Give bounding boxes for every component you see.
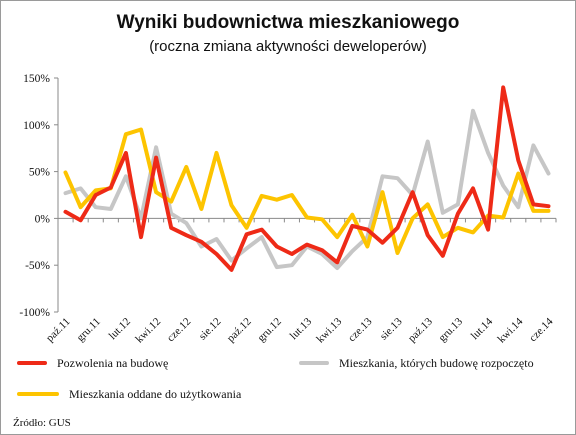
x-tick-label: kwi.14 (496, 315, 526, 345)
x-tick-label: paź.13 (406, 315, 435, 344)
legend-label-3: Mieszkania oddane do użytkowania (69, 387, 242, 401)
y-tick-label: 100% (23, 120, 50, 132)
x-tick-label: gru.11 (75, 316, 103, 344)
y-tick-label: -50% (25, 260, 50, 272)
x-tick-label: gru.13 (436, 315, 465, 344)
x-tick-label: lut.12 (107, 316, 133, 342)
x-tick-label: kwi.13 (314, 315, 344, 345)
x-tick-label: kwi.12 (133, 316, 163, 346)
legend-label-2: Mieszkania, których budowę rozpoczęto (339, 356, 534, 370)
x-tick-label: paź.11 (44, 316, 73, 345)
legend-label-1: Pozwolenia na budowę (57, 356, 168, 370)
legend: Pozwolenia na budowę Mieszkania, których … (17, 356, 534, 401)
source-note: Źródło: GUS (13, 417, 71, 429)
y-tick-label: 150% (23, 73, 50, 85)
y-axis: 150% 100% 50% 0% -50% -100% (19, 73, 59, 319)
y-tick-label: 0% (35, 213, 51, 225)
x-tick-label: lut.14 (469, 315, 496, 342)
series-line-1 (63, 85, 551, 272)
x-tick-label: cze.13 (346, 315, 375, 344)
series-lines (63, 85, 551, 272)
x-tick-label: paź.12 (225, 316, 254, 345)
x-tick-label: cze.14 (527, 315, 556, 344)
series-line-3 (63, 127, 551, 255)
y-tick-label: -100% (19, 307, 50, 319)
x-axis: paź.11 gru.11 lut.12 kwi.12 cze.12 sie.12 paź.… (44, 217, 557, 346)
y-tick-label: 50% (29, 167, 51, 179)
x-tick-label: cze.12 (165, 316, 194, 345)
x-tick-label: sie.13 (378, 315, 405, 342)
chart-subtitle: (roczna zmiana aktywności deweloperów) (149, 38, 427, 55)
chart-title: Wyniki budownictwa mieszkaniowego (117, 12, 460, 33)
x-tick-label: lut.13 (288, 315, 315, 342)
x-tick-label: gru.12 (255, 316, 284, 345)
x-tick-label: sie.12 (197, 316, 224, 343)
